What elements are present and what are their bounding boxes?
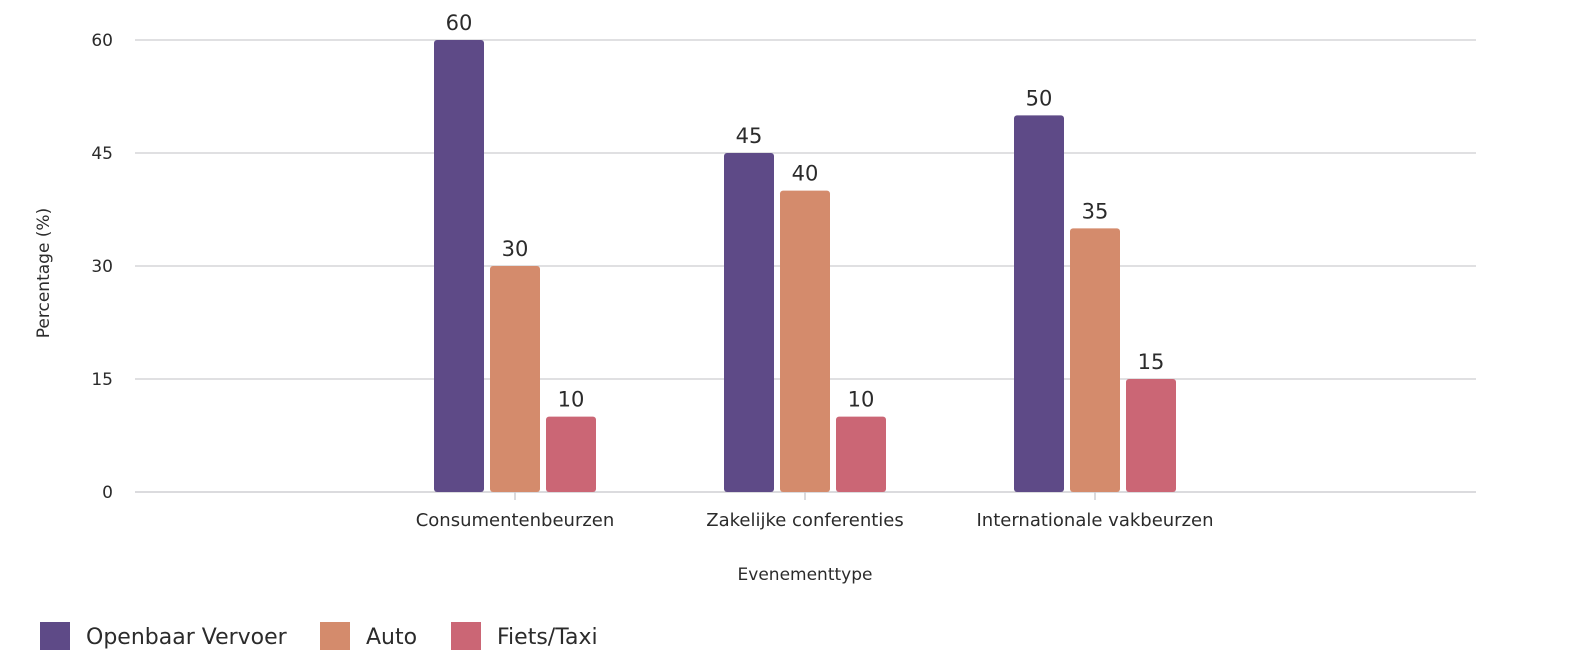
x-tick-label: Internationale vakbeurzen	[976, 510, 1213, 531]
data-labels: 60 30 10 45 40 10 50 35 15	[446, 11, 1165, 412]
data-label: 15	[1138, 350, 1165, 374]
data-label: 60	[446, 11, 473, 35]
bar	[724, 153, 774, 492]
legend-swatch	[320, 622, 350, 650]
data-label: 35	[1082, 199, 1109, 223]
data-label: 45	[736, 124, 763, 148]
data-label: 40	[792, 162, 819, 186]
bar	[1126, 379, 1176, 492]
y-tick-label: 60	[91, 31, 113, 51]
data-label: 50	[1026, 86, 1053, 110]
bar	[836, 416, 886, 492]
y-axis-ticks: 0 15 30 45 60	[91, 31, 113, 503]
data-label: 10	[558, 388, 585, 412]
bar	[546, 416, 596, 492]
legend-swatch	[40, 622, 70, 650]
y-axis-title: Percentage (%)	[34, 208, 54, 338]
bar	[780, 190, 830, 492]
y-tick-label: 45	[91, 144, 113, 164]
bar	[490, 266, 540, 492]
bars	[434, 40, 1176, 493]
bar	[434, 40, 484, 492]
y-tick-label: 30	[91, 257, 113, 277]
x-axis-ticks: Consumentenbeurzen Zakelijke conferenties…	[416, 492, 1214, 531]
legend-label: Openbaar Vervoer	[86, 625, 288, 650]
legend: Openbaar Vervoer Auto Fiets/Taxi	[40, 622, 598, 650]
data-label: 10	[848, 388, 875, 412]
x-tick-label: Zakelijke conferenties	[706, 510, 904, 531]
y-tick-label: 0	[102, 483, 113, 503]
data-label: 30	[502, 237, 529, 261]
bar	[1014, 115, 1064, 492]
bar	[1070, 228, 1120, 493]
y-tick-label: 15	[91, 370, 113, 390]
legend-swatch	[451, 622, 481, 650]
legend-label: Fiets/Taxi	[497, 625, 598, 650]
x-tick-label: Consumentenbeurzen	[416, 510, 615, 531]
legend-label: Auto	[366, 625, 417, 650]
x-axis-title: Evenementtype	[738, 565, 873, 585]
